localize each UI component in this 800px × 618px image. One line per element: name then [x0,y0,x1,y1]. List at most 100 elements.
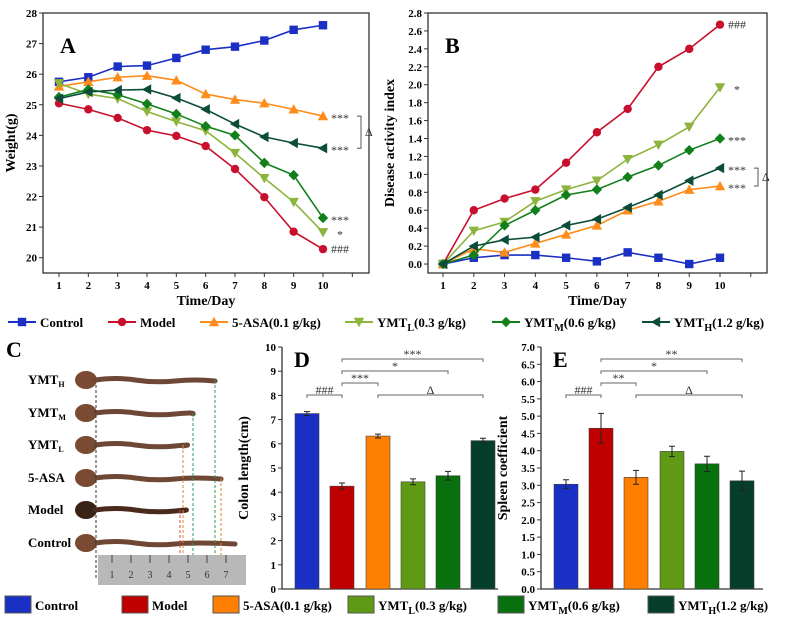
significance-bracket [341,370,449,374]
cecum [75,404,97,422]
significance-mark: *** [728,134,746,148]
data-point [561,253,571,262]
x-tick-label: 6 [203,280,209,292]
data-point [653,140,664,150]
colon-tissue [92,506,189,515]
x-tick-label: 10 [318,280,330,292]
significance-mark: ### [331,242,349,256]
y-tick-label: 21 [26,222,37,234]
y-tick-label: 1.8 [408,98,422,110]
y-tick-label: 2 [271,536,277,548]
data-point [112,89,123,100]
bar [623,477,649,590]
data-point [200,120,211,132]
series-line [58,74,324,117]
plot-frame [427,12,768,274]
series-5-asa(0.1 g/kg): *** [53,70,349,125]
significance-bracket [341,358,484,362]
significance-mark: * [392,359,398,373]
panel-b-chart: 0.0 0.2 0.4 0.6 0.8 1.0 1.2 1.4 1.6 1.8 2.0 2.2 2.4 2… [383,8,770,309]
colon-group-label: YMTL [28,437,64,454]
significance-bracket [754,167,759,187]
data-point [17,317,27,327]
y-tick-label: 0.0 [521,584,535,596]
x-tick-label: 4 [533,280,539,292]
bar [329,485,355,590]
bar [294,413,320,590]
y-tick-label: 2.5 [521,498,535,510]
x-tick-label: 1 [440,280,446,292]
data-point [171,117,182,127]
y-axis-label: Disease activity index [383,79,398,207]
data-point [715,253,725,262]
error-bar [669,445,675,458]
legend-swatch [212,595,240,614]
data-point [142,61,152,70]
bar [365,435,391,590]
error-bar [410,478,416,486]
significance-mark: Δ [365,125,373,139]
data-point [560,220,571,231]
legend-label: YMTH(1.2 g/kg) [674,315,764,334]
data-point [142,125,152,135]
data-point [623,104,632,114]
significance-mark: * [734,82,740,96]
data-point [288,169,299,181]
data-point [230,42,240,51]
data-point [714,180,726,191]
y-tick-label: 2.0 [521,515,535,527]
x-tick-label: 9 [291,280,297,292]
y-tick-label: 9 [271,366,277,378]
legend-item: Model [108,315,176,330]
series-line [58,88,324,149]
data-point [591,176,603,186]
panel-label: E [553,347,568,372]
data-point [53,79,65,89]
significance-mark: Δ [685,383,693,397]
error-bar [339,482,345,490]
significance-bracket [306,394,343,398]
data-point [592,128,602,137]
data-point [229,118,240,130]
y-tick-label: 25 [26,100,38,112]
x-tick-label: 5 [174,280,180,292]
colon-tissue [92,474,224,483]
error-bar [633,469,639,485]
series-line [442,24,721,265]
data-point [530,231,540,243]
x-tick-label: 7 [232,280,238,292]
series-line [442,251,721,265]
data-point [201,45,210,54]
data-point [684,175,694,186]
y-tick-label: 0.2 [408,241,422,253]
y-tick-label: 28 [26,8,38,20]
data-point [650,316,661,328]
data-point [200,104,210,115]
data-point [172,131,181,141]
data-point [561,158,571,167]
data-point [53,93,64,104]
series-line [58,24,324,83]
data-point [230,164,240,174]
legend-swatch [347,595,375,614]
x-tick-label: 3 [115,280,121,292]
significance-mark: *** [404,347,422,361]
series-model: ### [438,18,746,269]
significance-mark: ### [575,383,593,397]
error-bar [598,412,604,444]
panel-e-chart: 0.0 0.5 1.0 1.5 2.0 2.5 3.0 3.5 4.0 4.5 5.0 5.5 6.0 6… [496,342,763,596]
data-point [289,227,298,236]
significance-mark: *** [331,143,349,157]
legend-label: YMTH(1.2 g/kg) [678,598,768,617]
legend-item: YMTH(1.2 g/kg) [642,315,764,334]
colon-tissue [92,539,238,548]
y-tick-label: 1.2 [408,151,422,163]
data-point [500,194,509,203]
data-point [530,197,541,207]
ruler-tick-label: 3 [148,570,153,581]
x-tick-label: 10 [715,280,727,292]
legend-item: YMTL(0.3 g/kg) [347,595,467,617]
y-tick-label: 20 [26,253,38,265]
